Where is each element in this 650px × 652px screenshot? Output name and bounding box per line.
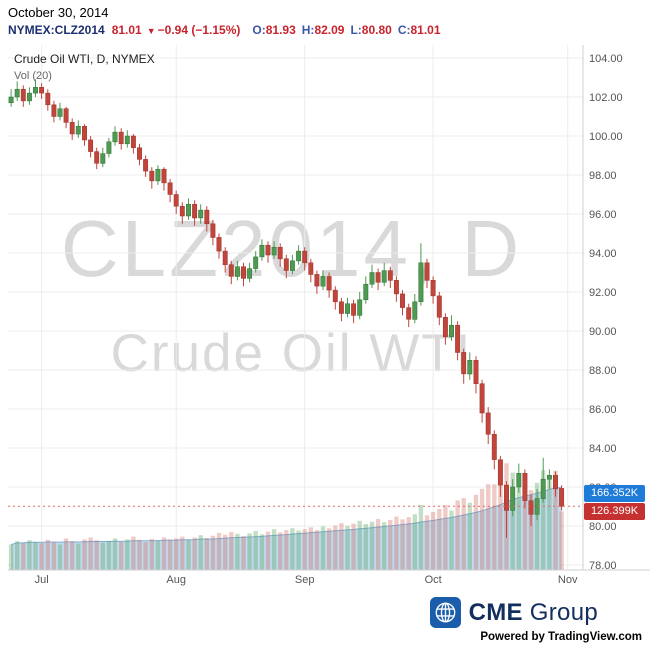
cme-group-wordmark: CME Group bbox=[469, 599, 598, 627]
y-axis-label: 90.00 bbox=[589, 326, 617, 338]
cme-group-logo[interactable]: CME Group bbox=[429, 597, 598, 628]
legend-symbol: Crude Oil WTI, D, NYMEX bbox=[14, 52, 155, 66]
ohlc-low-label: L: bbox=[350, 23, 362, 37]
x-axis-label: Nov bbox=[558, 574, 578, 586]
ohlc-close-value: 81.01 bbox=[410, 23, 441, 37]
ohlc-low-value: 80.80 bbox=[361, 23, 392, 37]
ohlc-high-label: H: bbox=[301, 23, 315, 37]
quote-line: NYMEX:CLZ2014 81.01 ▼ −0.94 (−1.15%) O:81.93… bbox=[8, 23, 441, 37]
ohlc-close-label: C: bbox=[397, 23, 411, 37]
candlestick-chart[interactable]: 78.0080.0082.0084.0086.0088.0090.0092.00… bbox=[0, 45, 650, 590]
x-axis-label: Aug bbox=[166, 574, 186, 586]
down-arrow-icon: ▼ bbox=[146, 26, 156, 36]
quote-change: −0.94 (−1.15%) bbox=[157, 23, 241, 37]
powered-by-tradingview-link[interactable]: Powered by TradingView.com bbox=[480, 631, 642, 643]
y-axis-label: 96.00 bbox=[589, 209, 617, 221]
volume-ma-area bbox=[11, 487, 562, 570]
y-axis-label: 78.00 bbox=[589, 560, 617, 572]
ohlc-open-value: 81.93 bbox=[265, 23, 296, 37]
quote-last-price: 81.01 bbox=[111, 23, 142, 37]
ohlc-open-label: O: bbox=[252, 23, 266, 37]
volume-current-badge: 126.399K bbox=[584, 503, 645, 520]
ohlc-high-value: 82.09 bbox=[314, 23, 345, 37]
x-axis-label: Jul bbox=[35, 574, 49, 586]
legend-volume-indicator: Vol (20) bbox=[14, 70, 52, 82]
y-axis-label: 92.00 bbox=[589, 287, 617, 299]
report-date: October 30, 2014 bbox=[8, 5, 109, 20]
y-axis-label: 100.00 bbox=[589, 131, 623, 143]
y-axis-label: 102.00 bbox=[589, 92, 623, 104]
y-axis-label: 84.00 bbox=[589, 443, 617, 455]
y-axis-label: 86.00 bbox=[589, 404, 617, 416]
y-axis-label: 94.00 bbox=[589, 248, 617, 260]
cme-globe-icon bbox=[429, 597, 461, 628]
group-word: Group bbox=[522, 598, 598, 626]
volume-ma-badge: 166.352K bbox=[584, 485, 645, 502]
y-axis-label: 104.00 bbox=[589, 53, 623, 65]
x-axis-label: Oct bbox=[425, 574, 442, 586]
y-axis-label: 88.00 bbox=[589, 365, 617, 377]
cme-word: CME bbox=[468, 598, 523, 626]
x-axis-label: Sep bbox=[295, 574, 315, 586]
quote-symbol: NYMEX:CLZ2014 bbox=[8, 23, 105, 37]
y-axis-label: 98.00 bbox=[589, 170, 617, 182]
chart-area: CLZ2014, D Crude Oil WTI 78.0080.0082.00… bbox=[0, 45, 650, 590]
y-axis-label: 80.00 bbox=[589, 521, 617, 533]
